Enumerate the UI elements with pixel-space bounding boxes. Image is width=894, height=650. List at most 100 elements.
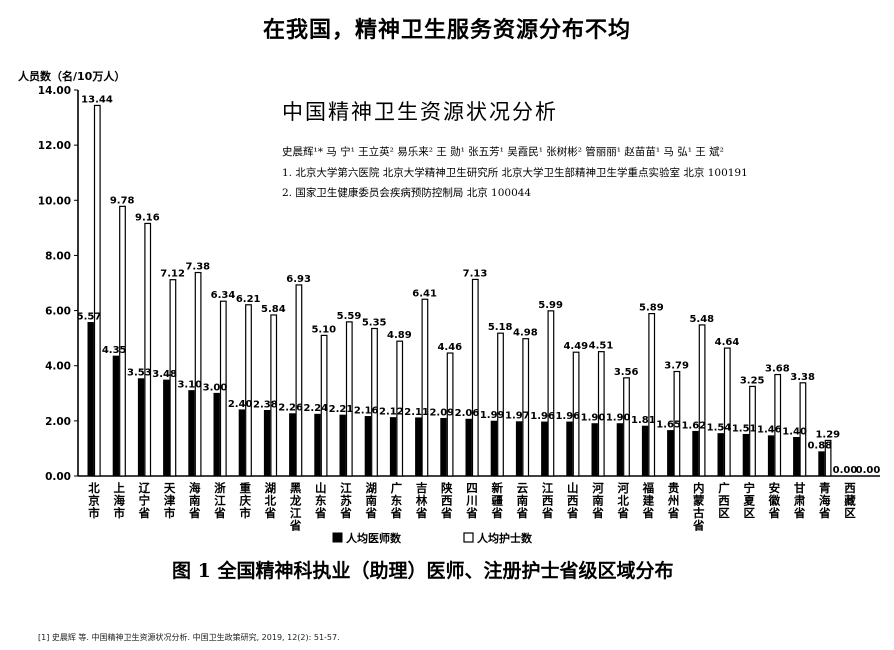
bar-nurses [320, 334, 328, 477]
data-label-doctors: 0.00 [833, 465, 858, 476]
bar-nurses [749, 385, 756, 477]
bar-doctors [641, 425, 649, 477]
bar-nurses [446, 352, 454, 477]
bar-nurses [774, 373, 782, 477]
legend-label-nurses: 人均护士数 [477, 531, 533, 545]
data-label-doctors: 1.62 [681, 420, 706, 431]
bar-doctors [591, 423, 598, 477]
data-label-nurses: 7.12 [160, 269, 185, 280]
bar-doctors [793, 436, 800, 477]
data-label-doctors: 1.96 [555, 411, 580, 422]
y-tick-label: 8.00 [45, 250, 71, 262]
bar-nurses [799, 382, 807, 477]
x-category-label: 辽宁省 [138, 481, 151, 520]
bar-doctors [818, 451, 825, 477]
bar-doctors [364, 416, 372, 477]
bar-doctors [289, 413, 296, 477]
bar-doctors [87, 322, 94, 477]
bar-nurses [673, 370, 681, 477]
data-label-nurses: 9.16 [135, 212, 160, 223]
x-category-label: 重庆市 [238, 481, 251, 520]
data-label-doctors: 1.40 [782, 426, 807, 437]
data-label-doctors: 5.57 [77, 311, 102, 322]
x-category-label: 天津市 [164, 481, 176, 520]
data-label-nurses: 6.41 [412, 288, 437, 299]
data-label-nurses: 5.10 [311, 324, 336, 335]
x-category-label: 陕西省 [440, 481, 453, 520]
data-label-nurses: 4.98 [513, 328, 538, 339]
data-label-nurses: 7.38 [185, 262, 210, 273]
bar-nurses [345, 321, 353, 477]
bar-nurses [471, 278, 479, 477]
bar-doctors [515, 421, 523, 477]
bar-doctors [767, 435, 775, 477]
data-label-doctors: 3.10 [177, 380, 202, 391]
x-category-label: 浙江省 [213, 481, 226, 520]
data-label-doctors: 0.88 [807, 441, 832, 452]
data-label-doctors: 2.11 [404, 407, 429, 418]
data-label-nurses: 5.48 [689, 314, 714, 325]
bar-doctors [465, 418, 472, 477]
x-category-label: 河南省 [591, 481, 604, 520]
y-tick-label: 2.00 [45, 416, 71, 428]
bar-nurses [421, 298, 429, 477]
data-label-doctors: 2.26 [278, 403, 303, 414]
bar-doctors [213, 392, 220, 477]
bar-nurses [396, 340, 404, 477]
bar-nurses [119, 205, 126, 477]
bar-doctors [566, 421, 573, 477]
x-category-label: 河北省 [616, 481, 629, 520]
data-label-nurses: 5.18 [488, 322, 513, 333]
bar-nurses [698, 324, 706, 477]
bar-doctors [389, 417, 397, 477]
bar-doctors [339, 414, 346, 477]
bar-doctors [163, 379, 170, 477]
y-tick-label: 6.00 [45, 306, 71, 318]
data-label-nurses: 3.56 [614, 367, 639, 378]
x-category-label: 内蒙古省 [692, 481, 705, 533]
data-label-doctors: 2.09 [429, 407, 454, 418]
x-category-label: 海南省 [188, 481, 201, 520]
paper-affiliation-1: 1. 北京大学第六医院 北京大学精神卫生研究所 北京大学卫生部精神卫生学重点实验… [282, 167, 748, 179]
data-label-doctors: 2.21 [329, 404, 354, 415]
bar-doctors [314, 413, 321, 477]
data-label-doctors: 1.90 [606, 413, 631, 424]
bar-nurses [245, 304, 252, 477]
data-label-doctors: 1.51 [732, 423, 757, 434]
data-label-nurses: 4.46 [437, 342, 462, 353]
data-label-nurses: 5.89 [639, 303, 664, 314]
bar-doctors [440, 417, 447, 477]
bar-doctors [137, 378, 145, 477]
paper-authors: 史晨辉¹* 马 宁¹ 王立英² 易乐来² 王 勋¹ 张五芳¹ 吴霞民¹ 张树彬²… [282, 146, 724, 158]
bar-doctors [742, 433, 750, 477]
x-category-label: 广东省 [390, 481, 403, 520]
bar-doctors [717, 433, 724, 477]
bar-nurses [295, 284, 303, 477]
bar-nurses [623, 377, 630, 477]
data-label-doctors: 1.54 [707, 423, 732, 434]
bar-nurses [547, 310, 555, 477]
bar-nurses [824, 439, 832, 477]
x-category-label: 上海市 [113, 481, 125, 520]
x-category-label: 广西区 [718, 481, 730, 520]
x-category-label: 福建省 [642, 481, 655, 520]
y-tick-label: 12.00 [38, 140, 71, 152]
bar-nurses [723, 347, 731, 477]
bar-nurses [371, 327, 378, 477]
bar-doctors [188, 390, 195, 477]
bar-nurses [93, 104, 101, 477]
x-category-label: 云南省 [516, 481, 529, 520]
y-tick-label: 10.00 [38, 195, 71, 207]
legend-label-doctors: 人均医师数 [346, 531, 402, 545]
figure-caption: 图 1 全国精神科执业（助理）医师、注册护士省级区域分布 [172, 560, 674, 582]
bar-nurses [219, 300, 227, 477]
data-label-doctors: 1.81 [631, 415, 656, 426]
bar-nurses [144, 222, 152, 477]
data-label-nurses: 5.99 [538, 300, 563, 311]
data-label-nurses: 4.49 [563, 341, 588, 352]
data-label-nurses: 6.21 [236, 294, 261, 305]
y-axis-label: 人员数（名/10万人） [18, 69, 125, 83]
x-category-label: 黑龙江省 [289, 481, 302, 533]
data-label-nurses: 4.64 [715, 337, 740, 348]
